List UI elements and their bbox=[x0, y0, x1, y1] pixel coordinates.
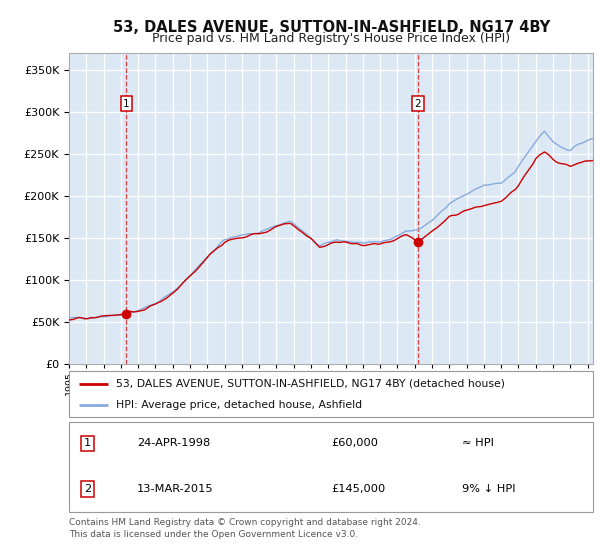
Text: £60,000: £60,000 bbox=[331, 438, 378, 449]
Text: 2: 2 bbox=[415, 99, 421, 109]
Text: £145,000: £145,000 bbox=[331, 484, 385, 494]
FancyBboxPatch shape bbox=[69, 422, 593, 512]
Text: 53, DALES AVENUE, SUTTON-IN-ASHFIELD, NG17 4BY: 53, DALES AVENUE, SUTTON-IN-ASHFIELD, NG… bbox=[113, 20, 550, 35]
Text: 53, DALES AVENUE, SUTTON-IN-ASHFIELD, NG17 4BY (detached house): 53, DALES AVENUE, SUTTON-IN-ASHFIELD, NG… bbox=[116, 379, 505, 389]
Text: Price paid vs. HM Land Registry's House Price Index (HPI): Price paid vs. HM Land Registry's House … bbox=[152, 32, 510, 45]
Text: Contains HM Land Registry data © Crown copyright and database right 2024.
This d: Contains HM Land Registry data © Crown c… bbox=[69, 518, 421, 539]
Text: 13-MAR-2015: 13-MAR-2015 bbox=[137, 484, 214, 494]
Text: 9% ↓ HPI: 9% ↓ HPI bbox=[462, 484, 515, 494]
Text: HPI: Average price, detached house, Ashfield: HPI: Average price, detached house, Ashf… bbox=[116, 400, 362, 410]
Text: ≈ HPI: ≈ HPI bbox=[462, 438, 494, 449]
Text: 1: 1 bbox=[123, 99, 130, 109]
FancyBboxPatch shape bbox=[69, 371, 593, 417]
Text: 2: 2 bbox=[84, 484, 91, 494]
Text: 24-APR-1998: 24-APR-1998 bbox=[137, 438, 211, 449]
Text: 1: 1 bbox=[84, 438, 91, 449]
